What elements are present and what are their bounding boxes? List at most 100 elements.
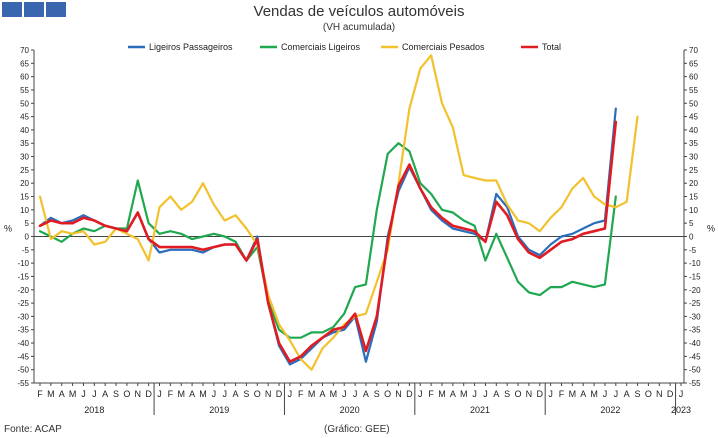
- y-tick-label-left: 40: [20, 126, 29, 135]
- y-tick-label-left: -40: [17, 339, 29, 348]
- x-month-label: F: [559, 389, 565, 399]
- x-month-label: J: [418, 389, 423, 399]
- y-tick-label-right: 40: [689, 126, 698, 135]
- x-month-label: M: [177, 389, 185, 399]
- y-tick-label-right: 60: [689, 73, 698, 82]
- x-month-label: F: [37, 389, 43, 399]
- x-month-label: O: [645, 389, 652, 399]
- y-tick-label-left: 45: [20, 113, 29, 122]
- y-tick-label-right: 10: [689, 206, 698, 215]
- chart-subtitle: (VH acumulada): [322, 22, 396, 33]
- legend-label: Total: [542, 42, 561, 52]
- y-tick-label-right: -15: [689, 272, 701, 281]
- y-tick-label-left: -25: [17, 299, 29, 308]
- legend-label: Comerciais Ligeiros: [281, 42, 361, 52]
- y-tick-label-right: -55: [689, 379, 701, 388]
- source-note: Fonte: ACAP: [4, 424, 62, 435]
- y-tick-label-left: 10: [20, 206, 29, 215]
- x-month-label: F: [428, 389, 434, 399]
- y-tick-label-left: 65: [20, 59, 29, 68]
- y-tick-label-left: 55: [20, 86, 29, 95]
- y-tick-label-right: 20: [689, 179, 698, 188]
- y-tick-label-right: -40: [689, 339, 701, 348]
- x-month-label: D: [406, 389, 413, 399]
- y-tick-label-left: 25: [20, 166, 29, 175]
- y-tick-label-right: -30: [689, 312, 701, 321]
- y-tick-label-right: -20: [689, 286, 701, 295]
- x-month-label: J: [222, 389, 227, 399]
- y-axis-unit-left: %: [4, 223, 12, 233]
- logo-block: [24, 2, 44, 17]
- x-year-label: 2021: [470, 405, 490, 415]
- series-line: [38, 120, 618, 364]
- x-month-label: M: [438, 389, 446, 399]
- x-month-label: A: [102, 389, 108, 399]
- x-month-label: A: [233, 389, 239, 399]
- y-tick-label-right: 15: [689, 193, 698, 202]
- x-month-label: F: [298, 389, 304, 399]
- x-month-label: S: [374, 389, 380, 399]
- x-month-label: S: [504, 389, 510, 399]
- y-tick-label-left: 30: [20, 153, 29, 162]
- x-month-label: D: [537, 389, 544, 399]
- x-month-label: O: [254, 389, 261, 399]
- y-tick-label-right: 45: [689, 113, 698, 122]
- y-tick-label-left: -5: [22, 246, 30, 255]
- x-month-label: O: [123, 389, 130, 399]
- x-month-label: A: [59, 389, 65, 399]
- y-tick-label-left: -10: [17, 259, 29, 268]
- y-tick-label-right: 5: [689, 219, 694, 228]
- x-year-label: 2019: [209, 405, 229, 415]
- x-month-label: J: [603, 389, 608, 399]
- x-month-label: S: [243, 389, 249, 399]
- x-month-label: N: [265, 389, 272, 399]
- x-month-label: J: [483, 389, 488, 399]
- x-month-label: J: [212, 389, 217, 399]
- x-month-label: M: [199, 389, 207, 399]
- x-month-label: A: [189, 389, 195, 399]
- y-tick-label-right: 65: [689, 59, 698, 68]
- y-tick-label-right: -35: [689, 326, 701, 335]
- x-month-label: N: [395, 389, 402, 399]
- y-tick-label-left: 35: [20, 139, 29, 148]
- x-month-label: M: [330, 389, 338, 399]
- x-month-label: D: [276, 389, 283, 399]
- x-month-label: A: [319, 389, 325, 399]
- x-month-label: J: [548, 389, 553, 399]
- x-month-label: A: [580, 389, 586, 399]
- y-tick-label-left: -35: [17, 326, 29, 335]
- y-tick-label-left: 50: [20, 99, 29, 108]
- x-year-label: 2023: [671, 405, 691, 415]
- x-month-label: F: [168, 389, 174, 399]
- x-month-label: D: [667, 389, 674, 399]
- y-tick-label-right: 0: [689, 232, 694, 241]
- y-tick-label-left: -45: [17, 352, 29, 361]
- x-month-label: M: [69, 389, 77, 399]
- x-month-label: M: [47, 389, 55, 399]
- y-tick-label-left: 20: [20, 179, 29, 188]
- x-year-label: 2020: [340, 405, 360, 415]
- y-tick-label-left: 70: [20, 46, 29, 55]
- y-tick-label-right: 25: [689, 166, 698, 175]
- y-tick-label-right: -10: [689, 259, 701, 268]
- x-month-label: S: [113, 389, 119, 399]
- y-tick-label-right: -25: [689, 299, 701, 308]
- x-month-label: J: [92, 389, 97, 399]
- x-month-label: J: [81, 389, 86, 399]
- y-tick-label-right: -45: [689, 352, 701, 361]
- y-tick-label-right: 35: [689, 139, 698, 148]
- y-tick-label-right: 55: [689, 86, 698, 95]
- x-month-label: J: [679, 389, 684, 399]
- y-tick-label-right: -5: [689, 246, 697, 255]
- x-month-label: A: [624, 389, 630, 399]
- credit-note: (Gráfico: GEE): [324, 424, 390, 435]
- y-tick-label-left: -15: [17, 272, 29, 281]
- chart-title: Vendas de veículos automóveis: [253, 3, 465, 20]
- x-month-label: M: [460, 389, 468, 399]
- legend-label: Ligeiros Passageiros: [149, 42, 233, 52]
- x-month-label: M: [569, 389, 577, 399]
- x-month-label: A: [450, 389, 456, 399]
- logo-block: [46, 2, 66, 17]
- y-tick-label-right: 70: [689, 46, 698, 55]
